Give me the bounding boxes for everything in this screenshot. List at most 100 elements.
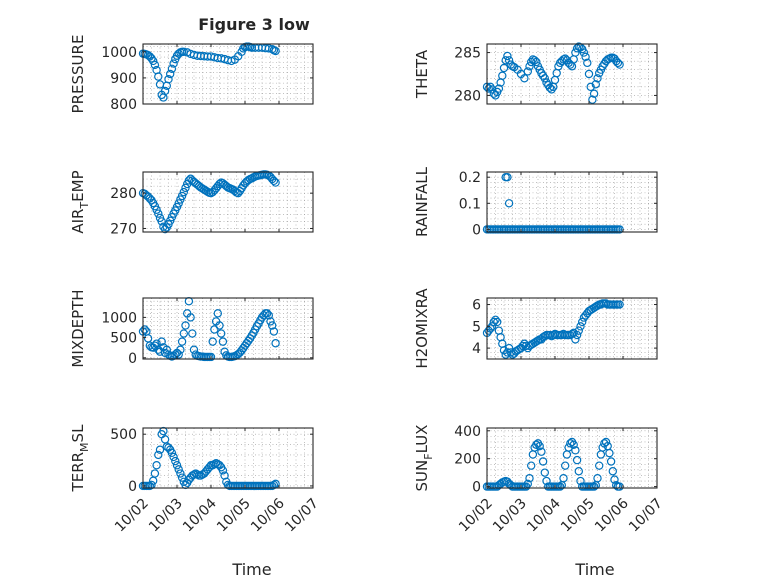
y-tick-label: 270 [110, 221, 137, 237]
data-point [169, 59, 178, 68]
data-point [613, 58, 623, 68]
data-point [215, 321, 224, 330]
data-point [572, 455, 582, 465]
data-point [605, 448, 614, 458]
data-point [540, 74, 550, 83]
data-point [555, 482, 565, 491]
data-point [574, 467, 584, 476]
data-point [154, 209, 163, 218]
data-point [210, 325, 219, 334]
data-point [218, 337, 228, 346]
data-point [167, 64, 177, 73]
subplot-theta: 280 285 THETA [413, 42, 658, 105]
subplot-rainfall: 0 0.1 0.2 RAINFALL [413, 166, 658, 238]
data-point [184, 176, 194, 185]
data-point [532, 57, 541, 67]
data-point [264, 311, 273, 320]
data-point [140, 325, 149, 334]
y-tick-label: 5 [472, 319, 481, 335]
data-point [525, 474, 534, 483]
y-tick-label: 280 [110, 186, 137, 202]
y-axis-label: THETA [413, 49, 431, 99]
data-point [578, 317, 587, 327]
data-point [171, 350, 180, 359]
data-point [572, 330, 582, 340]
data-point [160, 86, 170, 96]
data-point [172, 461, 182, 470]
data-point [503, 173, 512, 182]
plot-area [487, 428, 657, 488]
subplot-air-temp: 270 280 AIRTEMP [69, 170, 314, 237]
data-point [579, 48, 589, 57]
data-point [164, 75, 173, 84]
data-point [561, 461, 570, 470]
x-axis-label-right: Time [574, 560, 614, 579]
data-point [154, 450, 163, 460]
y-axis-label: H2OMIXRA [413, 288, 431, 369]
figure-title: Figure 3 low [198, 15, 310, 34]
data-point [154, 345, 163, 354]
data-point [177, 191, 187, 201]
marker-series [138, 42, 280, 102]
subplot-h2omixra: 4 5 6 H2OMIXRA [413, 288, 658, 369]
y-tick-label: 900 [110, 71, 137, 87]
data-point [503, 51, 512, 61]
data-point [171, 456, 180, 466]
data-point [615, 60, 624, 69]
data-point [174, 350, 183, 359]
data-point [576, 322, 585, 331]
data-point [176, 469, 185, 478]
axes-frame [486, 43, 658, 105]
data-point [179, 187, 188, 197]
data-point [484, 84, 493, 93]
data-point [608, 467, 618, 476]
data-point [167, 448, 177, 458]
data-point [266, 317, 275, 326]
data-point [586, 82, 595, 92]
data-point [569, 440, 578, 449]
data-point [157, 217, 166, 226]
subplot-grid: 800 900 1000 PRESSURE 280 285 THETA 270 280 AIRTE… [69, 35, 666, 536]
y-axis-label: RAINFALL [413, 166, 431, 237]
data-point [152, 205, 161, 214]
data-point [269, 327, 279, 336]
data-point [525, 62, 534, 71]
marker-series [482, 437, 624, 491]
data-point [574, 326, 584, 335]
data-point [268, 321, 277, 330]
data-point [271, 339, 280, 348]
subplot-mixdepth: 0 500 1000 MIXDEPTH [69, 289, 314, 368]
data-point [527, 461, 536, 470]
data-point [523, 479, 533, 489]
data-point [489, 317, 498, 327]
data-point [535, 441, 544, 451]
data-point [179, 329, 188, 338]
y-tick-label: 285 [454, 46, 481, 62]
data-point [181, 183, 190, 193]
axes-frame [486, 171, 658, 233]
axes-frame [142, 427, 314, 489]
data-point [593, 74, 602, 83]
data-point [615, 300, 624, 309]
data-point [176, 345, 185, 354]
axes-frame [486, 297, 658, 360]
y-tick-label: 0.2 [459, 170, 481, 186]
data-point [595, 461, 604, 470]
data-point [601, 437, 611, 447]
data-point [165, 69, 175, 79]
data-point [501, 56, 510, 65]
data-point [181, 321, 190, 330]
y-tick-label: 0 [128, 351, 137, 367]
data-point [206, 352, 216, 362]
data-point [220, 471, 229, 480]
data-point [169, 452, 178, 462]
y-tick-label: 280 [454, 88, 481, 104]
data-point [210, 460, 219, 469]
plot-area [143, 44, 313, 104]
data-point [591, 80, 601, 89]
x-axis-label-left: Time [231, 560, 271, 579]
data-point [218, 466, 228, 475]
data-point [208, 337, 217, 346]
marker-series [138, 170, 280, 234]
